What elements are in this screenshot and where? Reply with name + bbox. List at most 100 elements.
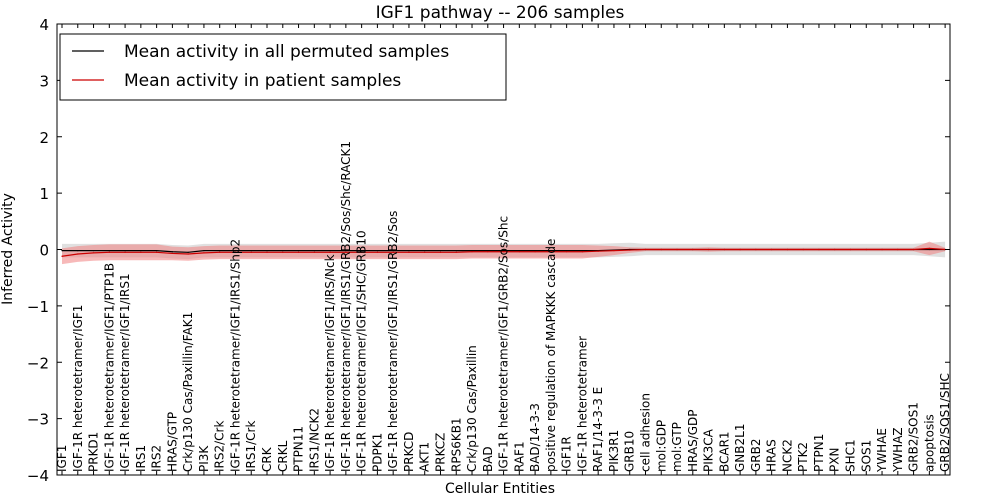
x-tick-label: Crk/p130 Cas/Paxillin <box>465 345 479 472</box>
x-tick-label: CRK <box>260 446 274 472</box>
x-tick-label: mol:GTP <box>670 422 684 472</box>
point-series-1 <box>455 251 457 253</box>
point-series-0 <box>424 250 426 252</box>
x-tick-label: PIK3CA <box>702 428 716 472</box>
x-tick-label: IGF-1R heterotetramer/IGF1 <box>71 305 85 472</box>
y-tick-label: −2 <box>27 354 49 372</box>
x-axis-ticks: IGF1 IGF-1R heterotetramer/IGF1 PRKD1 IGF-1… <box>55 24 952 475</box>
x-tick-label: BAD <box>481 446 495 472</box>
point-series-1 <box>361 251 363 253</box>
point-series-0 <box>455 250 457 252</box>
point-series-1 <box>124 251 126 253</box>
x-tick-label: BCAR1 <box>717 431 731 472</box>
plot-frame <box>56 23 951 476</box>
x-tick-label: HRAS <box>765 439 779 472</box>
x-tick-label: GRB2 <box>749 438 763 472</box>
y-tick-label: −3 <box>27 411 49 429</box>
x-tick-label: PXN <box>828 448 842 472</box>
x-tick-label: apoptosis <box>922 414 936 472</box>
point-series-0 <box>171 251 173 253</box>
point-series-1 <box>92 252 95 254</box>
point-series-1 <box>581 251 584 253</box>
point-series-1 <box>471 251 473 253</box>
point-series-0 <box>928 248 930 251</box>
point-series-0 <box>518 250 520 252</box>
point-series-1 <box>408 251 410 253</box>
x-tick-label: PRKCD <box>402 432 416 472</box>
point-series-1 <box>613 250 615 252</box>
x-tick-label: PTPN1 <box>812 434 826 472</box>
point-series-1 <box>849 248 852 251</box>
x-axis-label: Cellular Entities <box>445 481 555 497</box>
x-tick-label: GRB2/SOS1/SHC <box>938 373 952 472</box>
x-tick-label: SHC1 <box>844 439 858 472</box>
x-tick-label: PRKD1 <box>87 432 101 472</box>
point-series-1 <box>424 251 426 253</box>
x-tick-label: GRB10 <box>623 431 637 472</box>
point-series-0 <box>61 250 63 252</box>
point-series-1 <box>250 251 252 253</box>
x-tick-label: IGF-1R heterotetramer/IGF1/GRB2/Sos/Shc <box>497 216 511 472</box>
x-tick-label: IGF-1R heterotetramer/IGF1/IRS1/Shp2 <box>228 239 242 472</box>
point-series-1 <box>439 251 442 253</box>
point-series-1 <box>865 248 867 251</box>
x-tick-label: PRKCZ <box>433 433 447 472</box>
point-series-0 <box>297 250 300 252</box>
point-series-1 <box>755 248 757 251</box>
legend-label-permuted: Mean activity in all permuted samples <box>124 42 449 62</box>
point-series-1 <box>266 251 268 253</box>
point-series-1 <box>187 253 189 255</box>
point-series-0 <box>329 250 331 252</box>
point-series-1 <box>329 251 331 253</box>
point-series-0 <box>266 250 268 252</box>
y-tick-label: 2 <box>39 129 49 147</box>
x-tick-label: RAF1/14-3-3 E <box>591 387 605 472</box>
x-tick-label: IGF-1R heterotetramer <box>575 336 589 472</box>
x-tick-label: SOS1 <box>859 440 873 472</box>
point-series-1 <box>392 251 394 253</box>
x-tick-label: positive regulation of MAPKKK cascade <box>544 239 558 472</box>
point-series-0 <box>345 250 347 252</box>
point-series-1 <box>897 248 899 251</box>
point-series-0 <box>502 250 505 252</box>
point-series-1 <box>203 252 205 254</box>
point-series-0 <box>581 250 584 252</box>
point-series-1 <box>297 251 300 253</box>
point-series-0 <box>550 250 552 252</box>
x-tick-label: mol:GDP <box>654 420 668 472</box>
point-series-1 <box>502 251 505 253</box>
point-series-0 <box>566 250 568 252</box>
point-series-1 <box>219 251 221 253</box>
x-tick-label: GNB2L1 <box>733 424 747 472</box>
point-series-0 <box>487 250 489 252</box>
point-series-1 <box>912 248 915 251</box>
point-series-0 <box>282 250 284 252</box>
point-series-1 <box>707 248 710 251</box>
x-tick-label: IGF-1R heterotetramer/IGF1/PTP1B <box>102 263 116 472</box>
point-series-1 <box>487 251 489 253</box>
point-series-1 <box>345 251 347 253</box>
point-series-1 <box>313 251 315 253</box>
point-series-0 <box>392 250 394 252</box>
point-series-0 <box>203 250 205 252</box>
point-series-0 <box>77 250 79 252</box>
point-series-1 <box>550 251 552 253</box>
x-tick-label: HRAS/GDP <box>686 409 700 472</box>
point-series-0 <box>376 250 378 252</box>
point-series-1 <box>771 248 773 251</box>
x-tick-label: BAD/14-3-3 <box>528 403 542 472</box>
point-series-1 <box>818 248 820 251</box>
point-series-1 <box>518 251 520 253</box>
x-tick-label: cell adhesion <box>638 393 652 472</box>
point-series-1 <box>77 253 79 255</box>
point-series-0 <box>408 250 410 252</box>
legend-label-patient: Mean activity in patient samples <box>124 71 401 91</box>
x-tick-label: PI3K <box>197 445 211 472</box>
point-series-0 <box>471 250 473 252</box>
point-series-1 <box>881 248 883 251</box>
x-tick-label: PTPN11 <box>292 426 306 472</box>
point-series-1 <box>644 248 647 251</box>
point-series-0 <box>219 250 221 252</box>
point-series-0 <box>313 250 315 252</box>
